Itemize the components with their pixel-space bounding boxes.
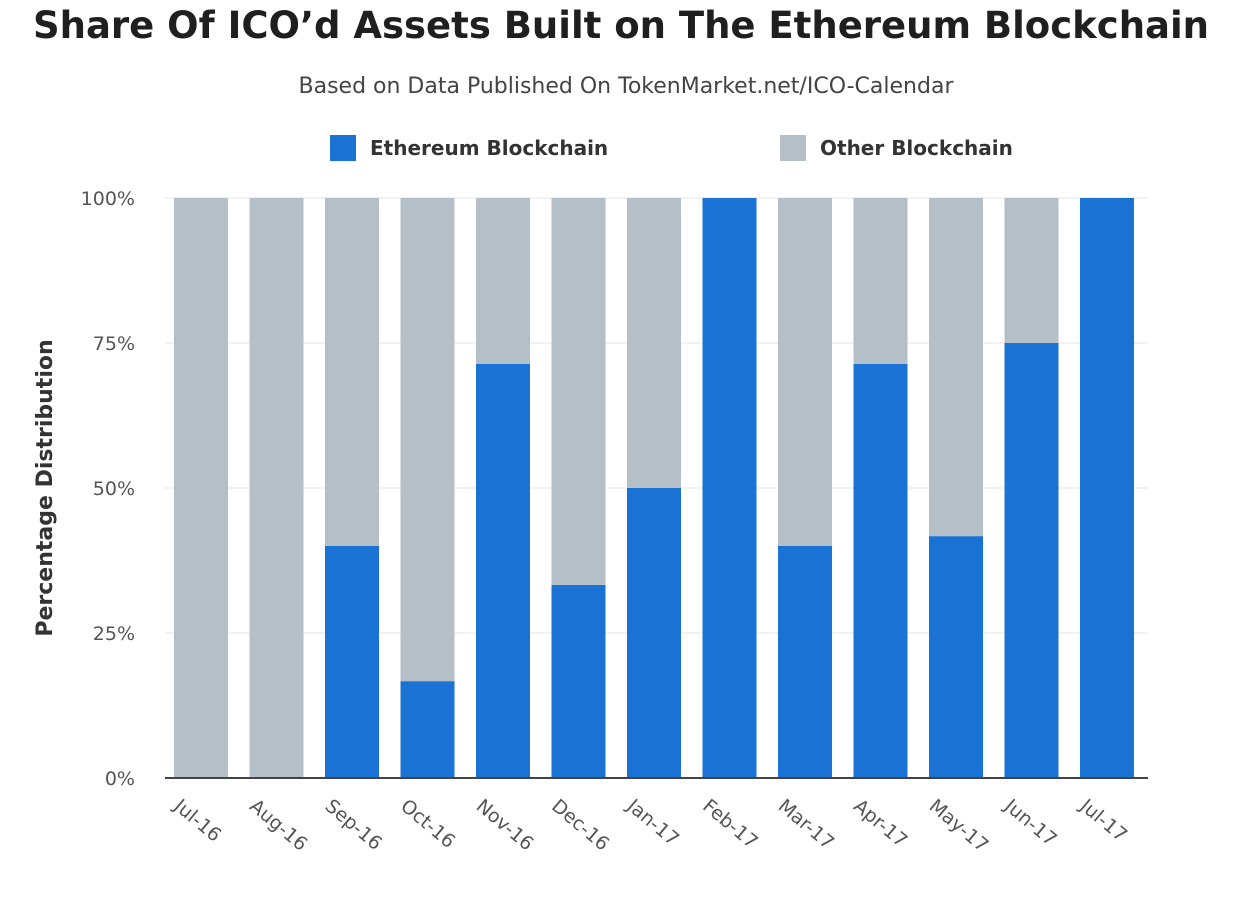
x-tick-label: Jul-17 xyxy=(1075,794,1131,846)
bar-other-oct-16 xyxy=(400,198,455,682)
y-tick-labels: 0% 25% 50% 75% 100% xyxy=(81,188,135,790)
y-tick-label: 25% xyxy=(93,623,135,645)
x-tick-label: Jan-17 xyxy=(622,794,683,850)
bar-other-dec-16 xyxy=(551,198,606,585)
bar-other-jan-17 xyxy=(627,198,681,488)
y-axis-title: Percentage Distribution xyxy=(33,339,58,636)
bar-other-aug-16 xyxy=(249,198,304,778)
bar-other-apr-17 xyxy=(853,198,908,364)
x-tick-label: Jul-16 xyxy=(169,794,225,846)
y-tick-label: 50% xyxy=(93,478,135,500)
legend-label-ethereum: Ethereum Blockchain xyxy=(370,136,609,160)
x-tick-labels: Jul-16 Aug-16 Sep-16 Oct-16 Nov-16 Dec-16 Jan-… xyxy=(169,794,1131,856)
bars xyxy=(174,198,1134,778)
bar-other-sep-16 xyxy=(325,198,379,546)
bar-ethereum-sep-16 xyxy=(325,546,379,778)
x-tick-label: Sep-16 xyxy=(321,795,386,855)
y-tick-label: 75% xyxy=(93,333,135,355)
bar-ethereum-dec-16 xyxy=(551,584,606,778)
y-tick-label: 0% xyxy=(105,768,135,790)
bar-ethereum-oct-16 xyxy=(400,681,455,778)
bar-other-nov-16 xyxy=(476,198,530,364)
bar-ethereum-jan-17 xyxy=(627,488,681,778)
bar-ethereum-apr-17 xyxy=(853,363,908,778)
x-tick-label: Aug-16 xyxy=(245,795,311,856)
x-tick-label: Feb-17 xyxy=(698,795,762,853)
bar-other-mar-17 xyxy=(778,198,832,546)
legend-label-other: Other Blockchain xyxy=(820,136,1013,160)
x-tick-label: Nov-16 xyxy=(472,795,538,855)
bar-ethereum-feb-17 xyxy=(702,198,757,778)
bar-ethereum-jul-17 xyxy=(1080,198,1134,778)
legend-swatch-ethereum xyxy=(330,135,356,161)
chart-title: Share Of ICO’d Assets Built on The Ether… xyxy=(32,4,1210,47)
legend: Ethereum Blockchain Other Blockchain xyxy=(0,132,1242,164)
y-tick-label: 100% xyxy=(81,188,135,210)
x-tick-label: Jun-17 xyxy=(1000,794,1061,851)
legend-swatch-other xyxy=(780,135,806,161)
legend-item-ethereum: Ethereum Blockchain xyxy=(330,132,608,164)
bar-ethereum-may-17 xyxy=(929,536,983,778)
x-tick-label: May-17 xyxy=(925,795,993,857)
x-tick-label: Mar-17 xyxy=(774,795,838,854)
bar-ethereum-jun-17 xyxy=(1004,343,1059,778)
x-tick-label: Apr-17 xyxy=(849,795,911,852)
bar-ethereum-nov-16 xyxy=(476,363,530,778)
legend-item-other: Other Blockchain xyxy=(780,132,1013,164)
chart-subtitle: Based on Data Published On TokenMarket.n… xyxy=(298,74,954,99)
bar-other-jun-17 xyxy=(1004,198,1059,343)
x-tick-label: Dec-16 xyxy=(547,795,613,855)
bar-other-jul-16 xyxy=(174,198,228,778)
x-tick-label: Oct-16 xyxy=(396,795,459,853)
bar-ethereum-mar-17 xyxy=(778,546,832,778)
bar-other-may-17 xyxy=(929,198,983,537)
